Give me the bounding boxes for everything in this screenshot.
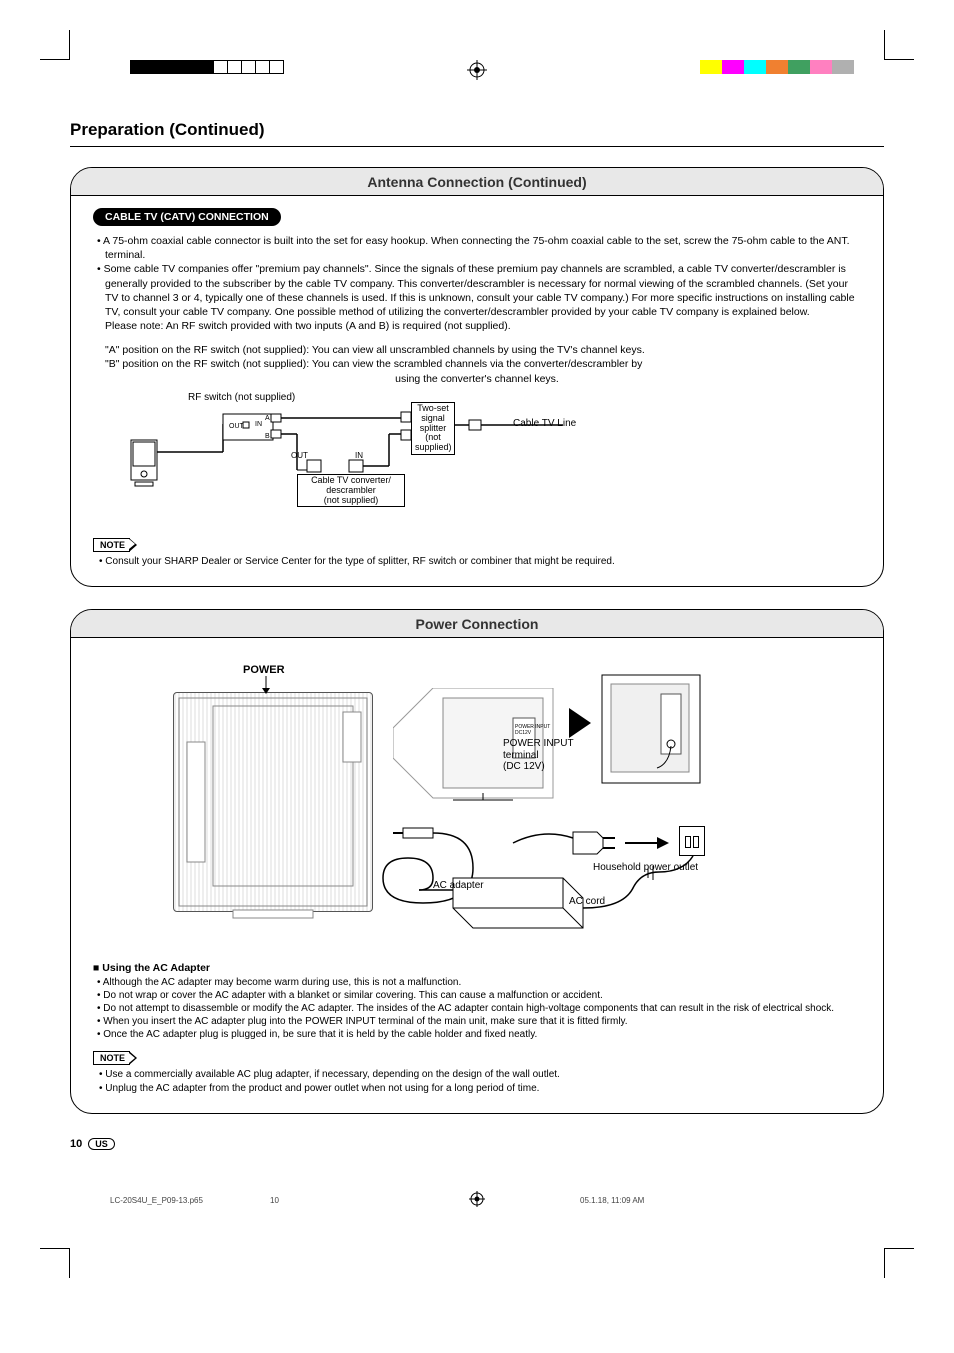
panel-header: Antenna Connection (Continued) (71, 168, 883, 196)
meta-filename: LC-20S4U_E_P09-13.p65 (110, 1196, 203, 1205)
svg-text:B: B (265, 433, 270, 440)
page: Preparation (Continued) Antenna Connecti… (0, 0, 954, 1278)
page-footer: 10 US (70, 1138, 884, 1150)
cable-line-label: Cable TV Line (513, 418, 576, 429)
catv-diagram-svg: OUT IN A B OUT (93, 392, 861, 532)
svg-text:OUT: OUT (229, 423, 245, 430)
crop-mark-icon (40, 1248, 70, 1278)
outlet-icon (679, 826, 705, 856)
converter-label: Cable TV converter/ descrambler (not sup… (297, 474, 405, 508)
bullet-list: A 75-ohm coaxial cable connector is buil… (97, 234, 861, 319)
list-item: When you insert the AC adapter plug into… (97, 1015, 861, 1028)
pos-b-text: "B" position on the RF switch (not suppl… (105, 357, 849, 371)
svg-text:DC12V: DC12V (515, 730, 532, 736)
list-item: Use a commercially available AC plug ada… (99, 1068, 861, 1082)
ac-cord-label: AC cord (569, 896, 605, 907)
plug-svg (503, 818, 703, 868)
sub-heading: Using the AC Adapter (93, 962, 861, 974)
arrow-right-icon (569, 708, 593, 738)
meta-page: 10 (270, 1196, 279, 1205)
switch-positions-text: "A" position on the RF switch (not suppl… (93, 343, 861, 386)
registration-marks-top (70, 60, 884, 100)
list-item: Do not wrap or cover the AC adapter with… (97, 989, 861, 1002)
arrow-down-icon (261, 676, 271, 696)
crop-mark-icon (884, 30, 914, 60)
panel-header: Power Connection (71, 610, 883, 638)
splitter-label: Two-set signal splitter (not supplied) (411, 402, 455, 455)
subsection-pill: CABLE TV (CATV) CONNECTION (93, 208, 281, 226)
power-label: POWER (243, 664, 285, 676)
catv-diagram: RF switch (not supplied) OUT IN A (93, 392, 861, 532)
list-item: Do not attempt to disassemble or modify … (97, 1002, 861, 1015)
power-diagram: POWER P (103, 658, 851, 948)
color-swatches (700, 60, 854, 74)
power-connection-panel: Power Connection POWER (70, 609, 884, 1114)
panel-body: POWER P (71, 638, 883, 1099)
panel-body: CABLE TV (CATV) CONNECTION A 75-ohm coax… (71, 196, 883, 572)
list-item: Unplug the AC adapter from the product a… (99, 1082, 861, 1096)
list-item: A 75-ohm coaxial cable connector is buil… (97, 234, 861, 262)
file-metadata: LC-20S4U_E_P09-13.p65 10 05.1.18, 11:09 … (70, 1190, 884, 1210)
note-list: Use a commercially available AC plug ada… (99, 1068, 861, 1095)
pos-a-text: "A" position on the RF switch (not suppl… (105, 343, 849, 357)
page-title: Preparation (Continued) (70, 120, 884, 147)
registration-marks-bottom (70, 1218, 884, 1248)
note-label: NOTE (100, 1053, 125, 1063)
list-item: Once the AC adapter plug is plugged in, … (97, 1028, 861, 1041)
svg-text:IN: IN (355, 451, 363, 460)
list-item: Some cable TV companies offer "premium p… (97, 262, 861, 319)
antenna-connection-panel: Antenna Connection (Continued) CABLE TV … (70, 167, 884, 587)
crop-mark-icon (884, 1248, 914, 1278)
svg-text:A: A (265, 415, 270, 422)
region-badge: US (88, 1138, 115, 1150)
note-tag: NOTE (93, 538, 130, 552)
registration-target-icon (469, 1191, 485, 1209)
note-list: Consult your SHARP Dealer or Service Cen… (99, 555, 861, 569)
tv-detail-svg (173, 692, 373, 922)
note-tag: NOTE (93, 1051, 130, 1065)
svg-text:OUT: OUT (291, 451, 308, 460)
zoom-panel-2-icon (601, 674, 701, 784)
grayscale-swatches (130, 60, 284, 74)
pos-b-cont-text: using the converter's channel keys. (105, 372, 849, 386)
note-label: NOTE (100, 540, 125, 550)
svg-text:IN: IN (255, 421, 262, 428)
ac-adapter-label: AC adapter (433, 880, 484, 891)
page-number: 10 (70, 1138, 82, 1150)
list-item: Although the AC adapter may become warm … (97, 976, 861, 989)
please-note-text: Please note: An RF switch provided with … (105, 319, 861, 333)
registration-target-icon (467, 60, 487, 80)
power-input-label: POWER INPUT terminal (DC 12V) (503, 738, 574, 773)
bullet-list: Although the AC adapter may become warm … (97, 976, 861, 1041)
outlet-label: Household power outlet (593, 862, 698, 873)
list-item: Consult your SHARP Dealer or Service Cen… (99, 555, 861, 569)
meta-timestamp: 05.1.18, 11:09 AM (580, 1196, 644, 1205)
crop-mark-icon (40, 30, 70, 60)
